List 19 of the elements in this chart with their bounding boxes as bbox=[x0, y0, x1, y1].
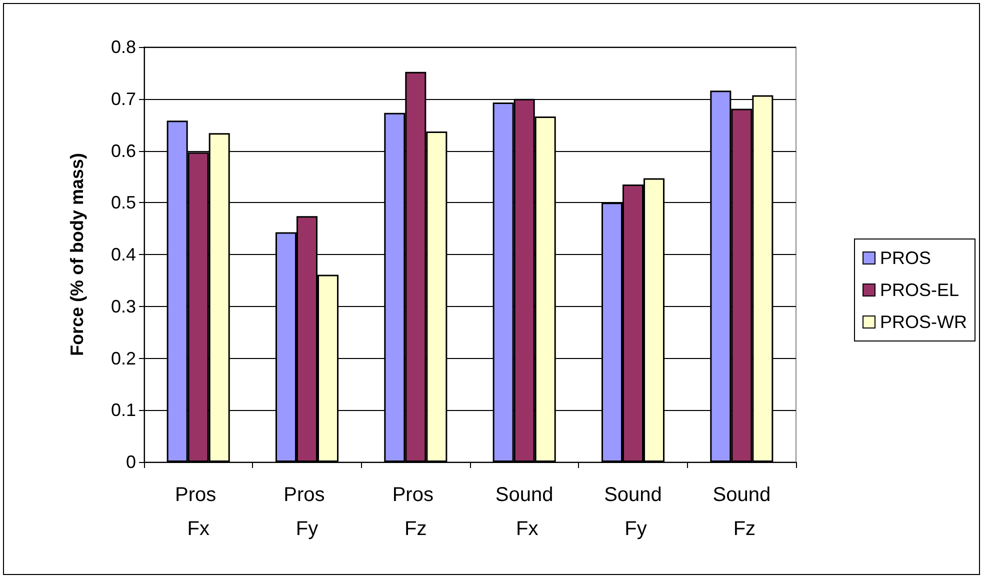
y-tick-label: 0.1 bbox=[110, 400, 136, 420]
y-axis-title: Force (% of body mass) bbox=[67, 152, 87, 356]
x-tick-label: Pros Fz bbox=[392, 484, 440, 540]
y-tick-label: 0.2 bbox=[110, 348, 136, 368]
y-tick-label: 0.4 bbox=[110, 244, 136, 264]
legend-label: PROS-EL bbox=[880, 280, 960, 300]
x-tick-label: Pros Fy bbox=[284, 484, 330, 540]
y-tick-label: 0.5 bbox=[110, 192, 136, 213]
y-tick-label: 0.8 bbox=[110, 37, 136, 57]
y-tick-label: 0 bbox=[126, 452, 136, 472]
y-tick-label: 0.7 bbox=[110, 88, 136, 109]
x-tick-label: Pros Fx bbox=[174, 484, 222, 540]
x-tick-label: Sound Fy bbox=[604, 484, 662, 540]
x-tick-label: Sound Fz bbox=[712, 484, 771, 540]
legend-label: PROS bbox=[880, 248, 932, 268]
y-tick-label: 0.3 bbox=[110, 296, 136, 316]
legend-label: PROS-WR bbox=[880, 312, 968, 332]
x-tick-label: Sound Fx bbox=[495, 484, 554, 540]
y-tick-label: 0.6 bbox=[110, 140, 136, 161]
